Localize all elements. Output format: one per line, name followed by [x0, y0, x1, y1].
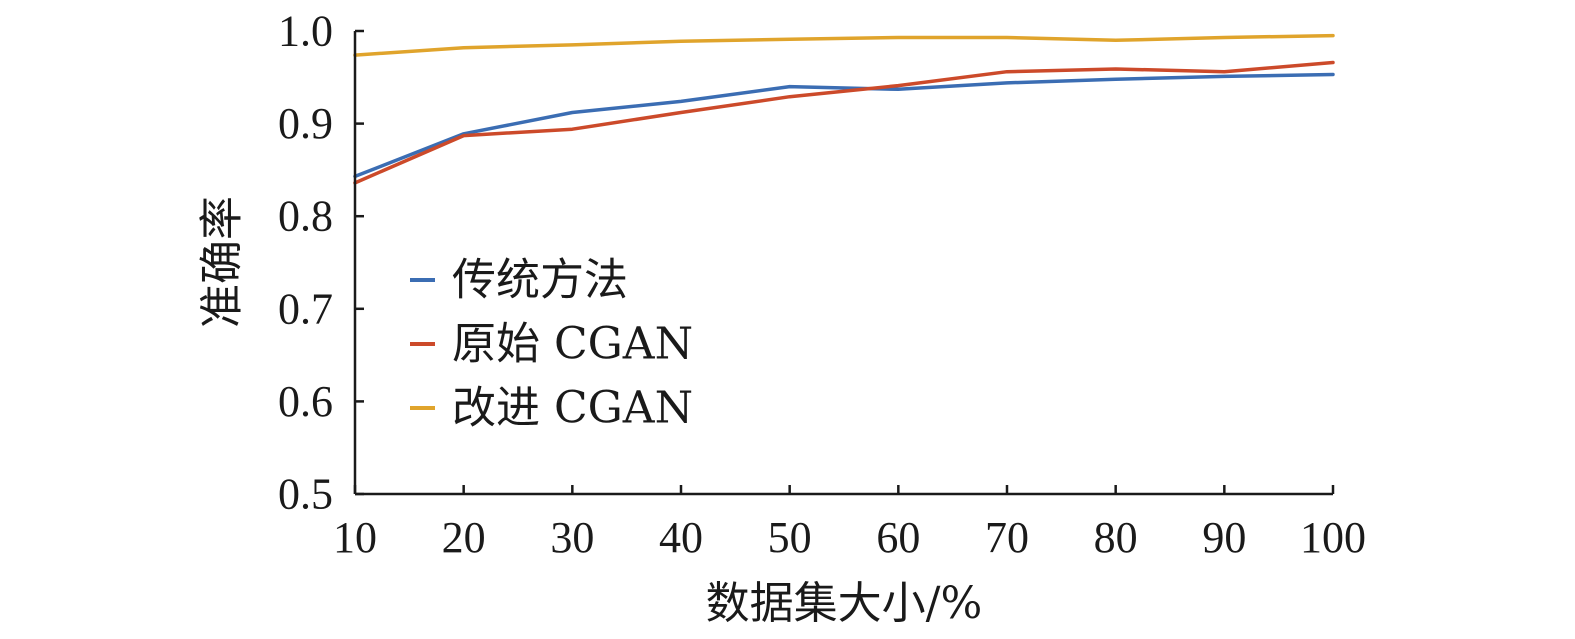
y-tick-label: 0.9 — [278, 99, 333, 148]
x-tick-label: 70 — [985, 513, 1029, 562]
x-tick-label: 20 — [442, 513, 486, 562]
x-tick-label: 30 — [550, 513, 594, 562]
series-line-1 — [353, 60, 1335, 185]
y-ticks: 0.5 0.6 0.7 0.8 0.9 1.0 — [278, 7, 364, 519]
x-tick-label: 100 — [1300, 513, 1366, 562]
x-tick-label: 10 — [333, 513, 377, 562]
y-tick-label: 0.6 — [278, 377, 333, 426]
legend-label-1: 原始 CGAN — [452, 319, 693, 370]
x-tick-label: 60 — [876, 513, 920, 562]
legend-label-0: 传统方法 — [452, 255, 628, 306]
plot-lines — [353, 33, 1335, 185]
y-axis-title: 准确率 — [197, 196, 248, 328]
y-tick-label: 1.0 — [278, 7, 333, 56]
x-tick-label: 80 — [1094, 513, 1138, 562]
series-line-2 — [353, 33, 1335, 57]
x-ticks: 10 20 30 40 50 60 70 80 90 100 — [333, 485, 1366, 562]
x-tick-label: 40 — [659, 513, 703, 562]
x-tick-label: 50 — [768, 513, 812, 562]
y-tick-label: 0.7 — [278, 284, 333, 333]
series-line-0 — [353, 72, 1335, 179]
x-axis-title: 数据集大小/% — [706, 578, 983, 629]
x-tick-label: 90 — [1202, 513, 1246, 562]
axes — [353, 31, 1333, 496]
y-tick-label: 0.8 — [278, 192, 333, 241]
legend-label-2: 改进 CGAN — [452, 383, 693, 434]
y-tick-label: 0.5 — [278, 470, 333, 519]
